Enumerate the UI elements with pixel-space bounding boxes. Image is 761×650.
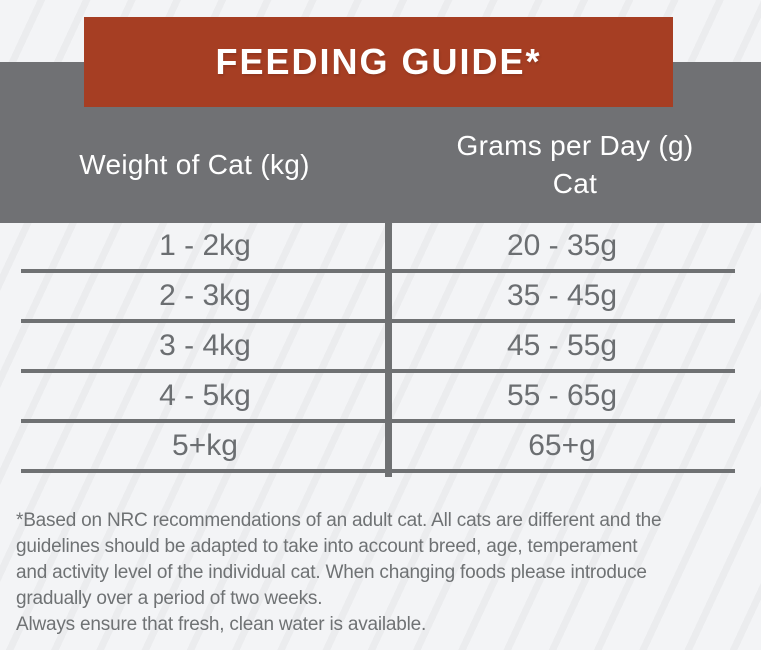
weight-cell: 1 - 2kg [159, 229, 251, 262]
footnote-line: gradually over a period of two weeks. [16, 588, 323, 609]
weight-cell: 3 - 4kg [159, 329, 251, 362]
footnote-line: *Based on NRC recommendations of an adul… [16, 510, 662, 531]
grams-cell: 45 - 55g [506, 329, 618, 362]
footnote-line: guidelines should be adapted to take int… [16, 536, 638, 557]
grams-cell: 35 - 45g [506, 279, 618, 312]
column-header-weight: Weight of Cat (kg) [79, 149, 310, 180]
table-row: 3 - 4kg 45 - 55g [21, 323, 735, 373]
column-header-grams: Grams per Day (g) Cat [389, 107, 761, 223]
grams-cell: 55 - 65g [506, 379, 618, 412]
table-row: 2 - 3kg 35 - 45g [21, 273, 735, 323]
column-header-grams-line1: Grams per Day (g) [456, 130, 694, 161]
page-title: FEEDING GUIDE* [215, 41, 542, 82]
weight-cell: 4 - 5kg [159, 379, 251, 412]
table-header: Weight of Cat (kg) Grams per Day (g) Cat [0, 107, 761, 223]
feeding-table: 1 - 2kg 20 - 35g 2 - 3kg 35 - 45g 3 - 4k… [21, 223, 735, 473]
footnote: *Based on NRC recommendations of an adul… [16, 508, 756, 638]
weight-cell: 5+kg [172, 429, 238, 462]
feeding-guide-banner: FEEDING GUIDE* [84, 17, 673, 107]
column-divider [385, 223, 392, 477]
footnote-line: Always ensure that fresh, clean water is… [16, 614, 427, 635]
grams-cell: 65+g [528, 429, 596, 462]
column-header-grams-line2: Cat [552, 168, 598, 199]
table-row: 1 - 2kg 20 - 35g [21, 223, 735, 273]
table-row: 5+kg 65+g [21, 423, 735, 473]
table-row: 4 - 5kg 55 - 65g [21, 373, 735, 423]
footnote-line: and activity level of the individual cat… [16, 562, 647, 583]
grams-cell: 20 - 35g [506, 229, 618, 262]
weight-cell: 2 - 3kg [159, 279, 251, 312]
